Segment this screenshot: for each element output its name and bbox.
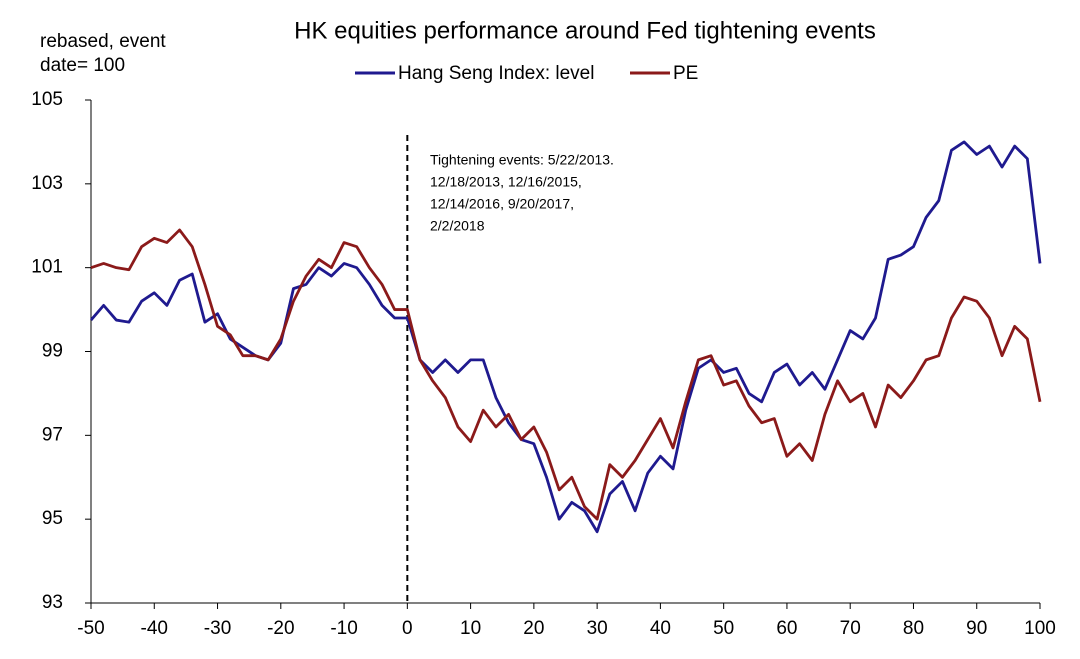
x-tick-label: 80 [903,618,924,639]
x-tick-label: -30 [204,618,231,639]
x-tick-label: -10 [330,618,357,639]
x-tick-label: -40 [141,618,168,639]
x-tick-label: 10 [460,618,481,639]
annotation: Tightening events: 5/22/2013. [430,152,614,168]
y-tick-label: 97 [42,424,63,445]
y-axis-label: date= 100 [40,55,125,76]
x-tick-label: 20 [523,618,544,639]
y-axis-label: rebased, event [40,31,166,52]
x-tick-label: 100 [1024,618,1056,639]
y-tick-label: 93 [42,592,63,613]
x-tick-label: 0 [402,618,413,639]
y-tick-label: 105 [31,89,63,110]
x-tick-label: -50 [77,618,104,639]
x-tick-label: 30 [587,618,608,639]
x-tick-label: -20 [267,618,294,639]
legend-label: PE [673,63,698,84]
x-tick-label: 60 [776,618,797,639]
series-line [90,228,1042,521]
y-tick-label: 99 [42,341,63,362]
annotation: 12/18/2013, 12/16/2015, [430,174,582,190]
chart-title: HK equities performance around Fed tight… [294,17,876,44]
y-tick-label: 103 [31,173,63,194]
x-tick-label: 40 [650,618,671,639]
x-tick-label: 70 [840,618,861,639]
x-tick-label: 90 [966,618,987,639]
series-line [89,140,1042,534]
x-tick-label: 50 [713,618,734,639]
annotation: 12/14/2016, 9/20/2017, [430,196,574,212]
y-tick-label: 95 [42,508,63,529]
legend-label: Hang Seng Index: level [398,63,594,84]
y-tick-label: 101 [31,257,63,278]
annotation: 2/2/2018 [430,218,485,234]
